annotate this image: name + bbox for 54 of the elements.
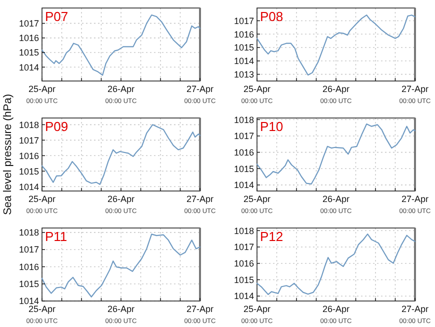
y-tick-label: 1017	[18, 135, 39, 146]
y-tick-label: 1017	[18, 18, 39, 28]
y-tick-label: 1013	[234, 69, 254, 80]
y-tick-label: 1016	[18, 262, 39, 272]
y-tick-label: 1015	[234, 164, 254, 174]
x-tick-label: 25-Apr 00:00 UTC	[241, 194, 274, 215]
y-tick-label: 1016	[234, 147, 254, 158]
x-tick-label: 25-Apr 00:00 UTC	[26, 304, 58, 325]
chart-title: P07	[45, 9, 68, 24]
y-tick-label: 1016	[18, 150, 39, 161]
x-tick-label: 26-Apr 00:00 UTC	[105, 194, 138, 215]
x-tick-label: 27-Apr 00:00 UTC	[399, 304, 432, 325]
x-tick-label: 26-Apr 00:00 UTC	[320, 304, 352, 325]
y-tick-label: 1014	[234, 291, 254, 302]
y-tick-label: 1018	[18, 228, 39, 238]
y-tick-label: 1014	[18, 182, 39, 192]
y-tick-label: 1018	[234, 226, 254, 236]
y-tick-label: 1017	[18, 244, 39, 255]
x-tick-label: 25-Apr 00:00 UTC	[26, 194, 58, 215]
y-tick-label: 1016	[18, 33, 39, 44]
y-axis-title: Sea level pressure (hPa)	[2, 94, 14, 216]
y-tick-label: 1018	[234, 114, 254, 125]
y-tick-label: 1016	[234, 29, 254, 40]
x-tick-label: 27-Apr 00:00 UTC	[184, 84, 216, 105]
y-tick-label: 1018	[18, 120, 39, 130]
y-tick-label: 1017	[234, 16, 254, 26]
y-tick-label: 1014	[234, 56, 254, 66]
y-tick-label: 1015	[18, 166, 39, 176]
y-tick-label: 1016	[234, 258, 254, 269]
chart-title: P08	[260, 9, 284, 24]
x-tick-label: 26-Apr 00:00 UTC	[320, 194, 352, 215]
y-tick-label: 1017	[234, 131, 254, 142]
chart-title: P09	[45, 119, 68, 134]
x-tick-label: 26-Apr 00:00 UTC	[105, 304, 138, 325]
x-tick-label: 25-Apr 00:00 UTC	[241, 84, 274, 105]
x-tick-label: 26-Apr 00:00 UTC	[105, 84, 138, 105]
y-tick-label: 1017	[234, 242, 254, 252]
y-tick-label: 1014	[18, 62, 39, 72]
x-tick-label: 27-Apr 00:00 UTC	[184, 304, 216, 325]
x-tick-label: 25-Apr 00:00 UTC	[241, 304, 274, 325]
chart-title: P11	[45, 229, 68, 244]
y-tick-label: 1015	[234, 42, 254, 53]
x-tick-label: 27-Apr 00:00 UTC	[399, 84, 432, 105]
y-tick-label: 1015	[18, 48, 39, 58]
x-tick-label: 26-Apr 00:00 UTC	[320, 84, 352, 105]
x-tick-label: 25-Apr 00:00 UTC	[26, 84, 58, 105]
y-tick-label: 1015	[234, 274, 254, 285]
x-tick-label: 27-Apr 00:00 UTC	[184, 194, 216, 215]
chart-title: P10	[260, 119, 284, 134]
y-tick-label: 1014	[18, 296, 39, 306]
y-tick-label: 1014	[234, 180, 254, 190]
chart-title: P12	[260, 229, 284, 244]
x-tick-label: 27-Apr 00:00 UTC	[399, 194, 432, 215]
y-tick-label: 1015	[18, 279, 39, 290]
